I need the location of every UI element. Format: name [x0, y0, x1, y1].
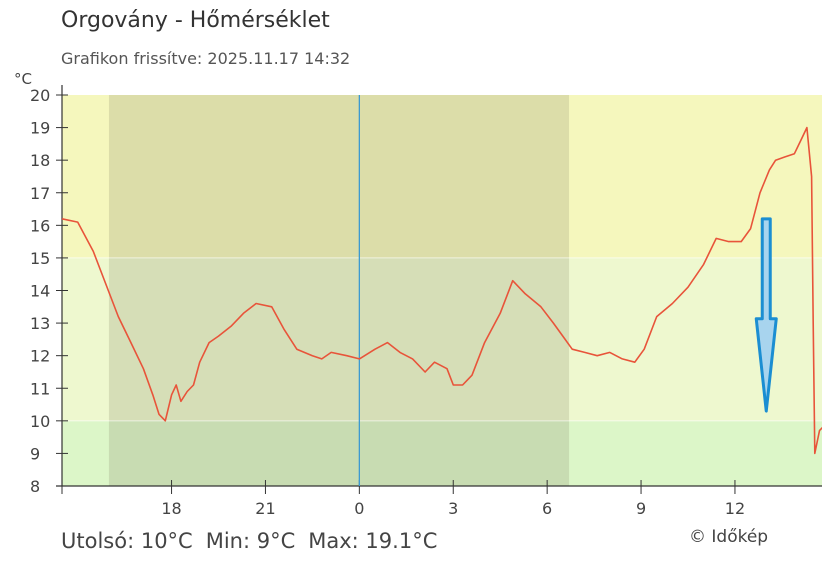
- band-mild: [62, 257, 822, 421]
- x-tick-label: 21: [255, 499, 275, 518]
- y-tick-label: 19: [30, 119, 50, 138]
- source-credit: © Időkép: [689, 527, 769, 547]
- band-warm: [62, 95, 822, 258]
- y-axis-unit: °C: [14, 70, 32, 88]
- axes: [56, 85, 822, 487]
- footer-stats: Utolsó: 10°C Min: 9°C Max: 19.1°C: [61, 529, 450, 553]
- y-tick-label: 15: [30, 249, 50, 268]
- y-gridlines: [62, 257, 822, 422]
- drop-arrow-icon: [754, 217, 778, 413]
- night-shading: [108, 95, 570, 486]
- x-tick-label: 18: [161, 499, 181, 518]
- temperature-line: [61, 126, 822, 455]
- chart-subtitle: Grafikon frissítve: 2025.11.17 14:32: [61, 49, 351, 68]
- x-tick-label: 6: [542, 499, 552, 518]
- chart-title: Orgovány - Hőmérséklet: [61, 8, 330, 33]
- y-tick-label: 12: [30, 347, 50, 366]
- x-tick-label: 0: [354, 499, 364, 518]
- y-tick-label: 17: [30, 184, 50, 203]
- y-tick-label: 16: [30, 216, 50, 235]
- y-tick-label: 13: [30, 314, 50, 333]
- arrow-shape: [754, 217, 778, 413]
- band-cool: [62, 420, 822, 486]
- x-axis-ticks: 18 21 0 3 6 9 12: [61, 480, 745, 518]
- y-tick-label: 11: [30, 379, 50, 398]
- temperature-series: [61, 126, 822, 455]
- x-tick-label: 12: [725, 499, 745, 518]
- y-axis-ticks: 8 9 10 11 12 13 14 15 16 17 18 19 20: [30, 86, 68, 496]
- night-shade: [108, 95, 570, 486]
- x-tick-label: 3: [448, 499, 458, 518]
- y-tick-label: 8: [30, 477, 40, 496]
- last-temperature: Utolsó: 10°C: [61, 529, 193, 553]
- min-temperature: Min: 9°C: [205, 529, 296, 553]
- max-temperature: Max: 19.1°C: [308, 529, 438, 553]
- y-tick-label: 20: [30, 86, 50, 105]
- temperature-bands: [62, 95, 822, 486]
- y-tick-label: 9: [30, 444, 40, 463]
- y-tick-label: 14: [30, 282, 50, 301]
- y-tick-label: 18: [30, 151, 50, 170]
- x-tick-label: 9: [636, 499, 646, 518]
- y-tick-label: 10: [30, 412, 50, 431]
